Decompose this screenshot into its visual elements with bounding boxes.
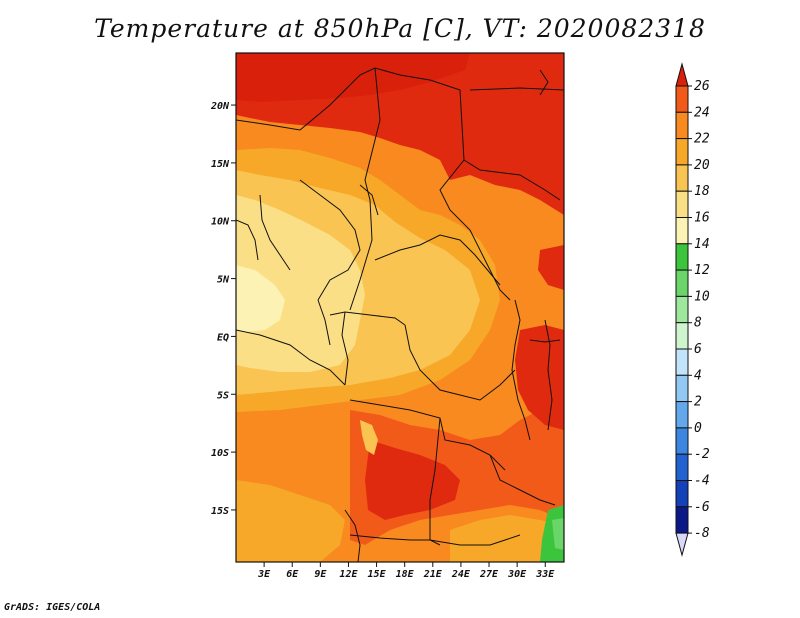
colorbar-label: 2 bbox=[694, 395, 702, 410]
lon-label: 9E bbox=[314, 569, 327, 580]
colorbar-box bbox=[675, 190, 689, 218]
lon-label: 12E bbox=[339, 569, 358, 580]
colorbar-label: 10 bbox=[694, 289, 710, 304]
longitude-axis: 3E 6E 9E 12E 15E 18E 21E 24E 27E 30E 33E bbox=[257, 562, 555, 580]
contour-cool-strip bbox=[360, 420, 378, 455]
lon-label: 15E bbox=[368, 569, 387, 580]
contour-26-north bbox=[236, 53, 470, 102]
colorbar-label: -4 bbox=[694, 474, 710, 489]
colorbar-box bbox=[675, 295, 689, 324]
colorbar-box bbox=[675, 322, 689, 350]
colorbar-box bbox=[675, 217, 689, 245]
colorbar-label: 20 bbox=[694, 158, 710, 173]
lat-label: 20N bbox=[210, 101, 230, 112]
contour-24-east bbox=[538, 245, 564, 290]
colorbar-label: 22 bbox=[694, 132, 710, 147]
colorbar-label: 4 bbox=[694, 368, 702, 383]
colorbar-box bbox=[675, 427, 689, 455]
colorbar-box bbox=[675, 480, 689, 508]
colorbar-label: 6 bbox=[694, 342, 702, 357]
contour-24-south bbox=[365, 440, 460, 520]
lon-label: 21E bbox=[423, 569, 443, 580]
lat-label: 10N bbox=[211, 217, 230, 228]
lat-label: 10S bbox=[211, 448, 229, 459]
contour-14 bbox=[236, 265, 285, 332]
colorbar-label: 18 bbox=[694, 184, 710, 199]
country-borders bbox=[236, 67, 564, 562]
grads-credit: GrADS: IGES/COLA bbox=[4, 602, 101, 613]
lon-label: 33E bbox=[535, 569, 555, 580]
colorbar-box bbox=[675, 164, 689, 192]
colorbar-box bbox=[675, 348, 689, 376]
lat-label: 15S bbox=[211, 506, 229, 517]
colorbar-bottom-arrow bbox=[675, 532, 689, 558]
colorbar-label: 0 bbox=[694, 421, 702, 436]
colorbar-label: 8 bbox=[694, 316, 702, 331]
temperature-field bbox=[236, 53, 564, 562]
colorbar-label: 14 bbox=[694, 237, 710, 252]
colorbar-box bbox=[675, 374, 689, 403]
map-frame bbox=[235, 52, 565, 563]
contour-20-se bbox=[450, 515, 564, 562]
lat-label: 5S bbox=[217, 390, 229, 401]
map-title: Temperature at 850hPa [C], VT: 202008231… bbox=[94, 14, 706, 43]
colorbar-label: -2 bbox=[694, 447, 710, 462]
colorbar-box bbox=[675, 85, 689, 113]
colorbar-box bbox=[675, 243, 689, 271]
lat-label: 15N bbox=[211, 159, 230, 170]
colorbar-box bbox=[675, 138, 689, 166]
colorbar-box bbox=[675, 453, 689, 482]
contour-10-se bbox=[552, 518, 564, 550]
lon-label: 18E bbox=[396, 569, 415, 580]
colorbar-box bbox=[675, 506, 689, 534]
contour-20-sw bbox=[236, 480, 345, 562]
colorbar-label: 12 bbox=[694, 263, 710, 278]
colorbar-label: -6 bbox=[694, 500, 710, 515]
lon-label: 6E bbox=[286, 569, 299, 580]
colorbar-label: 24 bbox=[694, 105, 710, 120]
colorbar-box bbox=[675, 401, 689, 429]
colorbar-box bbox=[675, 111, 689, 140]
latitude-axis: 20N 15N 10N 5N EQ 5S 10S 15S bbox=[210, 101, 236, 517]
colorbar-label: -8 bbox=[694, 526, 710, 541]
lat-label: EQ bbox=[217, 332, 229, 343]
lon-label: 30E bbox=[507, 569, 527, 580]
colorbar-box bbox=[675, 269, 689, 297]
lon-label: 27E bbox=[479, 569, 499, 580]
lat-label: 5N bbox=[217, 275, 230, 286]
colorbar-label: 16 bbox=[694, 211, 710, 226]
lon-label: 3E bbox=[257, 569, 271, 580]
colorbar-top-arrow bbox=[675, 62, 689, 87]
lon-label: 24E bbox=[451, 569, 471, 580]
colorbar-label: 26 bbox=[694, 79, 710, 94]
